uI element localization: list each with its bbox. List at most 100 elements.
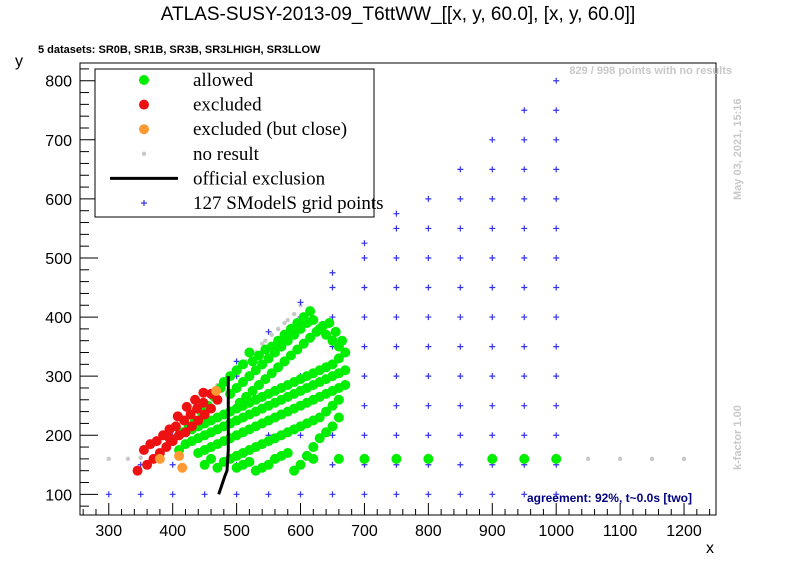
y-tick-label: 700	[45, 133, 72, 150]
no-result-point	[263, 338, 268, 343]
allowed-point	[257, 359, 268, 370]
no-result-point	[285, 317, 290, 323]
allowed-point	[212, 462, 223, 473]
grid-point	[361, 373, 368, 380]
grid-point	[521, 195, 528, 202]
grid-point	[329, 461, 336, 468]
excluded-point	[190, 394, 201, 405]
grid-point	[553, 491, 560, 498]
allowed-point	[333, 394, 344, 405]
legend-entries: allowed excluded excluded (but close) no re…	[110, 70, 384, 214]
allowed-point	[263, 353, 274, 364]
grid-point	[553, 195, 560, 202]
x-tick-label: 1000	[538, 523, 574, 540]
agreement-note: agreement: 92%, t~0.0s [two]	[527, 491, 692, 505]
y-tick-label: 800	[45, 74, 72, 91]
allowed-point	[305, 306, 316, 317]
grid-point	[329, 491, 336, 498]
excluded-point	[193, 415, 204, 426]
x-tick-label: 800	[415, 523, 442, 540]
grid-point	[553, 343, 560, 350]
grid-point	[553, 402, 560, 409]
legend-label: no result	[193, 144, 260, 165]
grid-point	[489, 254, 496, 261]
allowed-point	[253, 380, 264, 391]
series-official-exclusion	[217, 376, 230, 495]
grid-point	[489, 195, 496, 202]
legend-marker	[141, 200, 147, 206]
allowed-point	[305, 332, 316, 343]
x-tick-label: 300	[95, 523, 122, 540]
grid-point	[457, 225, 464, 232]
excluded-point	[161, 442, 172, 453]
grid-point	[457, 284, 464, 291]
grid-point	[105, 491, 112, 498]
grid-point	[521, 136, 528, 143]
grid-point	[553, 373, 560, 380]
allowed-point	[308, 453, 319, 464]
allowed-point	[282, 447, 293, 458]
no-result-point	[649, 456, 655, 462]
x-tick-label: 1200	[666, 523, 702, 540]
grid-point	[361, 432, 368, 439]
grid-point	[489, 491, 496, 498]
legend-label: allowed	[193, 70, 254, 91]
allowed-point	[314, 412, 325, 423]
allowed-point	[324, 317, 335, 328]
allowed-point	[279, 356, 290, 367]
legend-label: 127 SModelS grid points	[193, 193, 384, 214]
excluded-close-point	[211, 385, 222, 396]
grid-point	[553, 77, 560, 84]
grid-point	[489, 432, 496, 439]
grid-point	[361, 240, 368, 247]
allowed-point	[266, 368, 277, 379]
grid-point	[169, 491, 176, 498]
grid-point	[393, 225, 400, 232]
allowed-point	[298, 338, 309, 349]
grid-point	[521, 284, 528, 291]
allowed-point	[359, 453, 370, 464]
grid-point	[425, 254, 432, 261]
allowed-point	[285, 323, 296, 334]
allowed-point	[244, 371, 255, 382]
no-result-point	[259, 341, 265, 346]
allowed-point	[333, 453, 344, 464]
grid-point	[553, 432, 560, 439]
axis-ticks: 300 400 500 600 700 800 900 1000 1100 1200 100 200 3…	[45, 68, 711, 540]
plot-frame	[79, 62, 717, 516]
grid-point	[329, 269, 336, 276]
allowed-point	[333, 412, 344, 423]
grid-point	[393, 402, 400, 409]
excluded-point	[181, 401, 192, 412]
allowed-point	[487, 453, 498, 464]
x-tick-label: 1100	[603, 523, 638, 540]
grid-point	[425, 432, 432, 439]
y-tick-label: 600	[45, 192, 72, 209]
grid-point	[521, 254, 528, 261]
allowed-point	[340, 365, 351, 376]
allowed-point	[273, 362, 284, 373]
grid-point	[425, 402, 432, 409]
y-tick-label: 300	[45, 369, 72, 386]
grid-point	[457, 166, 464, 173]
allowed-point	[234, 397, 245, 408]
grid-point	[489, 136, 496, 143]
legend-label: official exclusion	[193, 168, 326, 189]
excluded-point	[199, 409, 210, 420]
timestamp-note: May 03, 2021, 15:16	[732, 98, 744, 200]
legend-label: excluded	[193, 95, 262, 116]
legend-label: excluded (but close)	[193, 119, 347, 140]
grid-point	[265, 491, 272, 498]
no-result-point	[275, 326, 281, 332]
chart-title: ATLAS-SUSY-2013-09_T6ttWW_[[x, y, 60.0],…	[161, 4, 636, 25]
grid-point	[425, 373, 432, 380]
grid-point	[425, 225, 432, 232]
x-tick-label: 900	[479, 523, 506, 540]
legend-box	[94, 68, 375, 218]
allowed-point	[250, 365, 261, 376]
no-result-point	[125, 456, 131, 462]
grid-point	[489, 402, 496, 409]
excluded-point	[151, 436, 162, 447]
no-result-point	[681, 456, 687, 462]
grid-point	[457, 314, 464, 321]
